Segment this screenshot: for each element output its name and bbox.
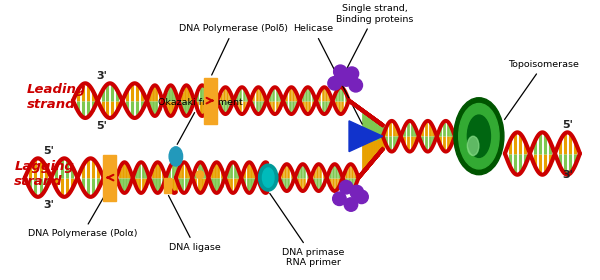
Circle shape — [355, 190, 368, 204]
Text: 3': 3' — [97, 71, 107, 81]
Circle shape — [334, 65, 347, 78]
Text: DNA Polymerase (Polα): DNA Polymerase (Polα) — [28, 190, 137, 238]
Text: Lagging
strand: Lagging strand — [14, 160, 74, 188]
Text: 3': 3' — [562, 170, 573, 180]
Text: Helicase: Helicase — [293, 24, 362, 124]
Ellipse shape — [169, 147, 182, 166]
Circle shape — [340, 181, 353, 194]
Bar — [164, 178, 171, 193]
Ellipse shape — [259, 164, 278, 191]
Ellipse shape — [467, 115, 490, 157]
Circle shape — [344, 198, 358, 211]
Text: Leading
strand: Leading strand — [27, 83, 86, 111]
Circle shape — [328, 77, 341, 90]
Text: Single strand,
Binding proteins: Single strand, Binding proteins — [337, 4, 413, 71]
Circle shape — [340, 73, 353, 86]
Text: DNA Polymerase (Polδ): DNA Polymerase (Polδ) — [179, 24, 288, 75]
Ellipse shape — [262, 168, 274, 187]
Circle shape — [349, 78, 362, 92]
Text: 5': 5' — [562, 120, 573, 130]
Bar — [103, 155, 116, 201]
Polygon shape — [349, 121, 383, 152]
Circle shape — [196, 171, 204, 179]
Circle shape — [332, 192, 346, 206]
Text: Topoisomerase: Topoisomerase — [505, 60, 578, 120]
Circle shape — [350, 185, 364, 199]
Ellipse shape — [458, 104, 499, 169]
Text: DNA ligase: DNA ligase — [169, 195, 221, 252]
Circle shape — [345, 67, 359, 80]
Bar — [204, 78, 217, 124]
Text: 3': 3' — [43, 200, 55, 209]
Ellipse shape — [467, 136, 479, 155]
Text: Okazaki fragment: Okazaki fragment — [158, 98, 242, 144]
Text: 5': 5' — [97, 121, 107, 131]
Text: DNA primase
RNA primer: DNA primase RNA primer — [270, 193, 344, 267]
Ellipse shape — [454, 98, 504, 175]
Text: 5': 5' — [43, 146, 55, 156]
